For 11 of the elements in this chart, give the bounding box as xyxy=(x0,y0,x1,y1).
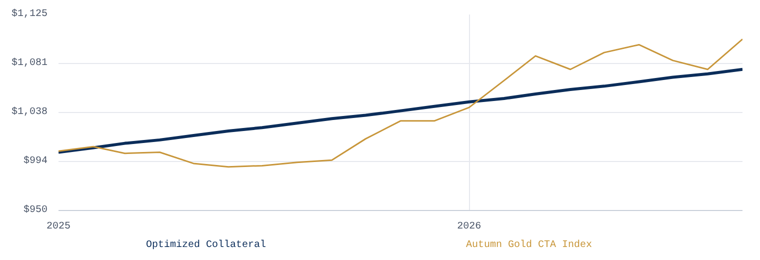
line-series xyxy=(58,38,742,168)
line-series xyxy=(58,68,742,154)
x-tick-label: 2025 xyxy=(46,222,71,232)
y-tick-label: $950 xyxy=(23,204,48,216)
y-tick-label: $1,081 xyxy=(11,57,48,69)
text: Autumn Gold CTA Index xyxy=(466,240,592,251)
y-tick-label: $1,125 xyxy=(11,8,48,20)
text: Optimized Collateral xyxy=(146,240,266,251)
y-tick-label: $1,038 xyxy=(11,106,48,118)
x-tick-label: 2026 xyxy=(457,222,482,232)
y-tick-label: $994 xyxy=(23,155,48,167)
